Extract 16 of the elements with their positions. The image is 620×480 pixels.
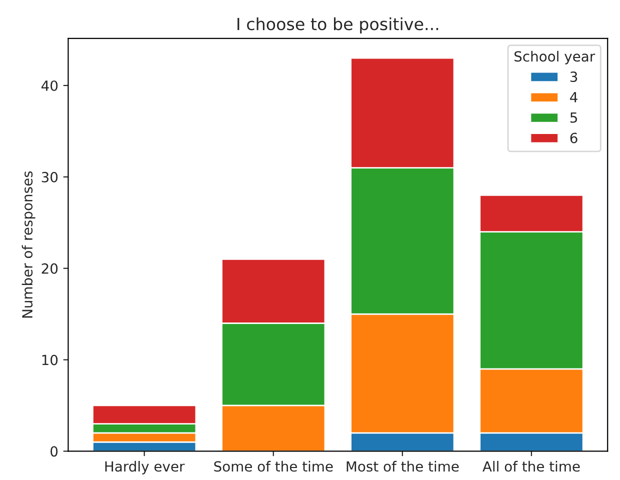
y-tick-label: 30 xyxy=(42,172,58,182)
x-tick-label: Most of the time xyxy=(346,460,459,472)
x-tick-label: Hardly ever xyxy=(105,460,185,474)
legend-label: 5 xyxy=(570,112,577,123)
y-tick-label: 40 xyxy=(41,80,58,91)
chart-title: I choose to be positive... xyxy=(238,17,438,34)
y-axis-title: Number of responses xyxy=(22,171,36,318)
y-tick-label: 10 xyxy=(42,354,58,366)
legend-label: 3 xyxy=(570,72,578,82)
y-tick-label: 20 xyxy=(42,263,58,274)
x-tick-label: All of the time xyxy=(482,460,580,472)
legend-label: 4 xyxy=(570,92,578,102)
y-tick-label: 0 xyxy=(50,446,58,457)
x-tick-label: Some of the time xyxy=(214,460,333,472)
legend-title: School year xyxy=(514,50,596,64)
legend-label: 6 xyxy=(570,132,578,144)
